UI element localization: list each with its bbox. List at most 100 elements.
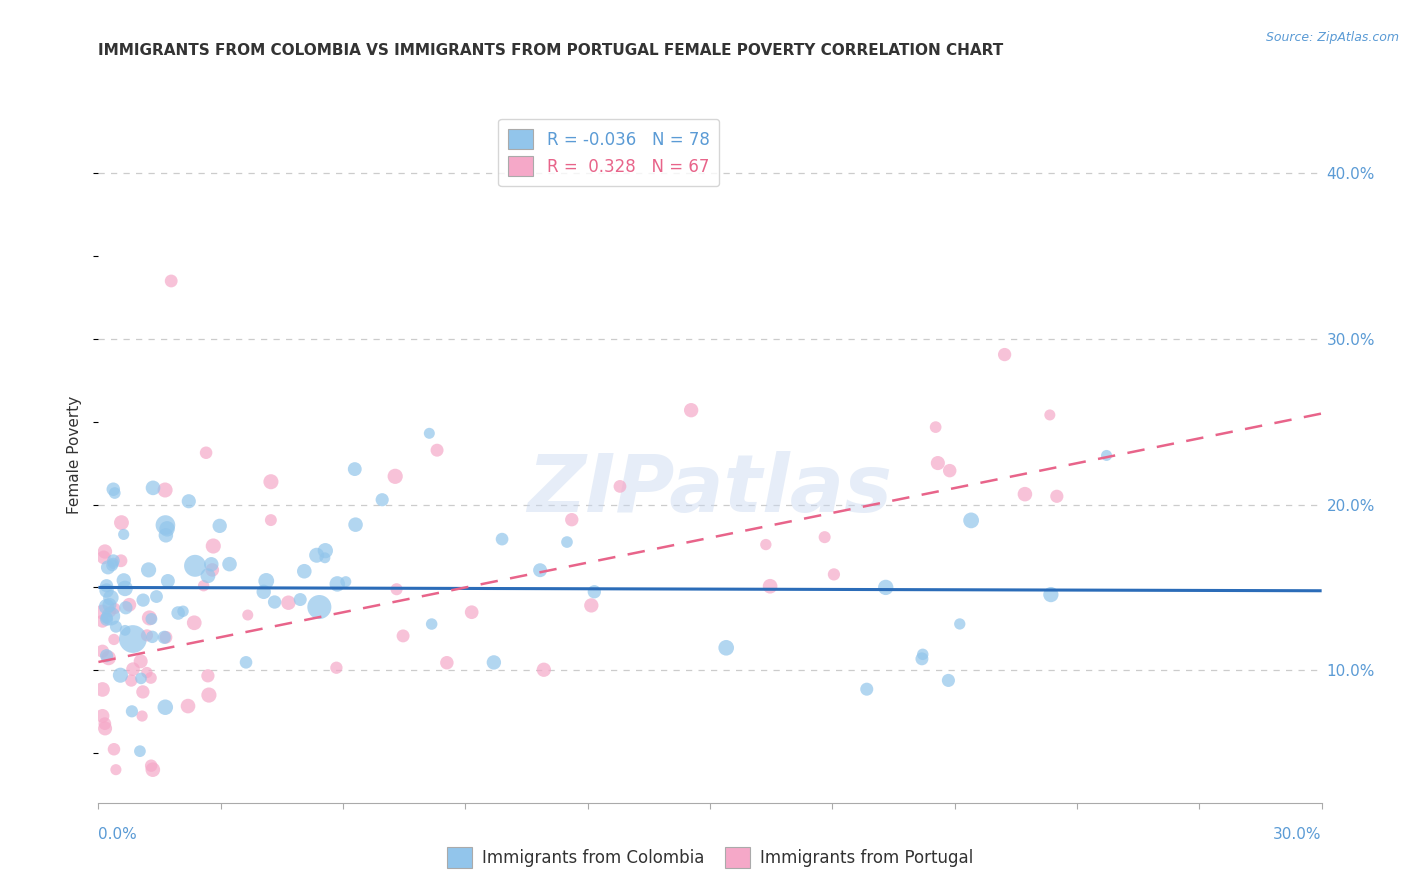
Point bbox=[110, 668, 132, 682]
Point bbox=[314, 550, 336, 565]
Point bbox=[1039, 408, 1062, 422]
Point bbox=[96, 612, 118, 626]
Point bbox=[142, 481, 165, 495]
Point bbox=[236, 607, 259, 622]
Text: 30.0%: 30.0% bbox=[1274, 827, 1322, 841]
Point bbox=[91, 709, 114, 723]
Point bbox=[97, 651, 120, 665]
Point bbox=[91, 682, 114, 697]
Point bbox=[177, 699, 200, 714]
Point bbox=[94, 716, 117, 731]
Point bbox=[193, 579, 215, 593]
Point bbox=[155, 518, 177, 533]
Point bbox=[561, 513, 583, 527]
Point bbox=[994, 347, 1017, 361]
Point bbox=[100, 609, 122, 624]
Point bbox=[343, 462, 366, 476]
Text: 0.0%: 0.0% bbox=[98, 827, 138, 841]
Point bbox=[716, 640, 738, 655]
Point bbox=[104, 620, 127, 634]
Point bbox=[100, 591, 122, 605]
Point bbox=[141, 612, 163, 626]
Point bbox=[260, 475, 283, 489]
Point bbox=[609, 479, 631, 493]
Point bbox=[384, 469, 406, 483]
Point bbox=[202, 539, 225, 553]
Point bbox=[326, 577, 349, 591]
Point bbox=[132, 685, 155, 699]
Point bbox=[114, 624, 136, 638]
Point bbox=[1046, 489, 1069, 503]
Point bbox=[177, 494, 200, 508]
Point bbox=[104, 486, 127, 500]
Point bbox=[581, 599, 603, 613]
Point bbox=[103, 632, 125, 647]
Point bbox=[290, 592, 312, 607]
Point bbox=[141, 758, 163, 772]
Point bbox=[814, 530, 837, 544]
Point bbox=[96, 610, 118, 624]
Point bbox=[167, 606, 190, 620]
Text: IMMIGRANTS FROM COLOMBIA VS IMMIGRANTS FROM PORTUGAL FEMALE POVERTY CORRELATION : IMMIGRANTS FROM COLOMBIA VS IMMIGRANTS F… bbox=[98, 43, 1004, 58]
Point bbox=[426, 443, 449, 458]
Point bbox=[153, 483, 176, 497]
Point bbox=[96, 579, 118, 593]
Point bbox=[172, 604, 194, 618]
Point bbox=[129, 672, 152, 686]
Point bbox=[218, 557, 240, 571]
Point bbox=[155, 528, 177, 542]
Point bbox=[938, 673, 960, 688]
Point bbox=[129, 744, 152, 758]
Point bbox=[960, 513, 983, 527]
Point bbox=[110, 516, 132, 530]
Point bbox=[420, 617, 443, 632]
Point bbox=[114, 582, 136, 596]
Point bbox=[911, 648, 934, 662]
Point bbox=[141, 630, 163, 644]
Point bbox=[325, 661, 347, 675]
Point bbox=[156, 574, 179, 588]
Point bbox=[100, 605, 122, 619]
Point bbox=[118, 598, 141, 612]
Point bbox=[155, 630, 177, 644]
Point bbox=[200, 558, 222, 572]
Point bbox=[460, 605, 482, 619]
Point bbox=[911, 652, 934, 666]
Point bbox=[344, 517, 367, 532]
Point bbox=[136, 628, 159, 642]
Point bbox=[101, 557, 124, 571]
Point bbox=[101, 558, 124, 573]
Point bbox=[823, 567, 845, 582]
Point bbox=[103, 554, 125, 568]
Point bbox=[371, 492, 394, 507]
Point bbox=[135, 665, 157, 680]
Point bbox=[153, 630, 176, 644]
Point bbox=[98, 598, 121, 612]
Point bbox=[924, 420, 946, 434]
Point bbox=[208, 519, 231, 533]
Point bbox=[97, 560, 120, 574]
Legend: Immigrants from Colombia, Immigrants from Portugal: Immigrants from Colombia, Immigrants fro… bbox=[440, 841, 980, 874]
Point bbox=[104, 763, 127, 777]
Point bbox=[938, 464, 960, 478]
Point bbox=[875, 581, 897, 595]
Point bbox=[555, 535, 578, 549]
Point bbox=[120, 673, 142, 688]
Point bbox=[104, 601, 127, 615]
Point bbox=[197, 669, 219, 683]
Point bbox=[96, 648, 118, 663]
Point bbox=[96, 599, 118, 614]
Point bbox=[195, 446, 218, 460]
Point bbox=[335, 574, 357, 589]
Point bbox=[263, 595, 285, 609]
Point bbox=[314, 543, 336, 558]
Y-axis label: Female Poverty: Female Poverty bbox=[67, 396, 83, 514]
Point bbox=[138, 563, 160, 577]
Point bbox=[103, 742, 125, 756]
Point bbox=[94, 722, 117, 736]
Point bbox=[583, 584, 606, 599]
Point bbox=[121, 704, 143, 718]
Point bbox=[184, 558, 207, 573]
Text: Source: ZipAtlas.com: Source: ZipAtlas.com bbox=[1265, 31, 1399, 45]
Point bbox=[131, 709, 153, 723]
